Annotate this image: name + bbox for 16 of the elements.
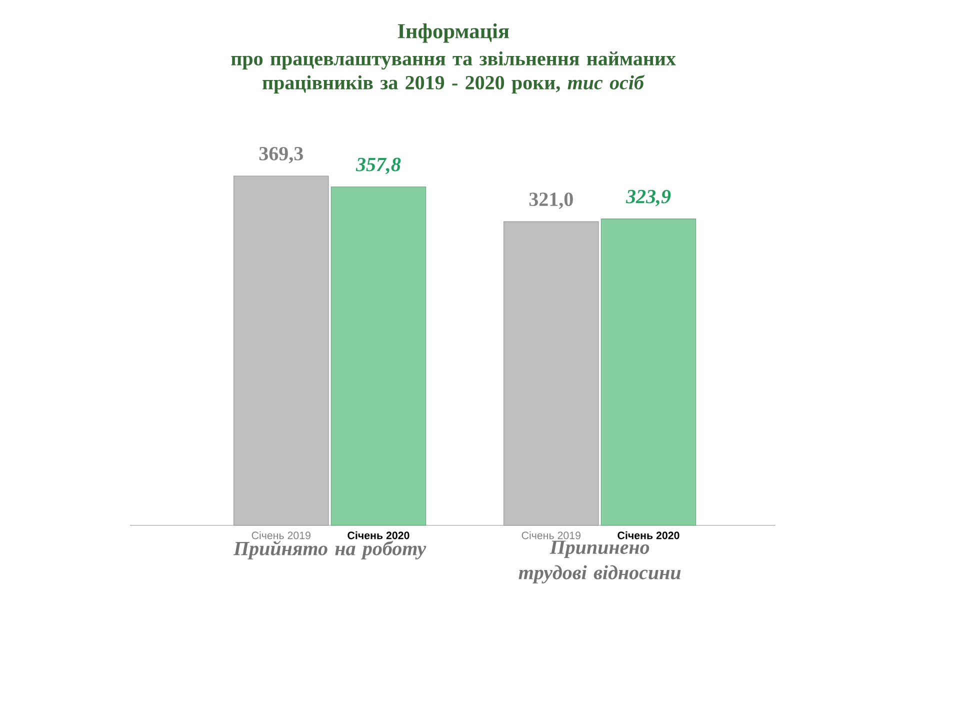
series-label: Січень 2019	[252, 531, 310, 540]
data-label: 357,8	[356, 158, 401, 174]
chart-subtitle: про працевлаштування та звільнення найманих працівників за 2019 - 2020 роки, тис осіб	[231, 51, 676, 94]
bar	[330, 186, 426, 526]
bar	[600, 218, 696, 526]
bar	[504, 221, 599, 526]
series-label: Січень 2020	[348, 531, 410, 540]
x-tick-label: Припинено трудові відносини	[518, 540, 681, 584]
chart-title: Інформація	[398, 23, 509, 43]
data-label: 323,9	[626, 190, 671, 206]
data-label: 369,3	[259, 146, 303, 164]
text: Січень 2019	[522, 531, 580, 540]
data-label: 321,0	[529, 192, 573, 209]
bar	[234, 176, 329, 526]
text: Січень 2020	[618, 531, 680, 540]
x-tick-label: Прийнято на роботу	[233, 540, 426, 560]
